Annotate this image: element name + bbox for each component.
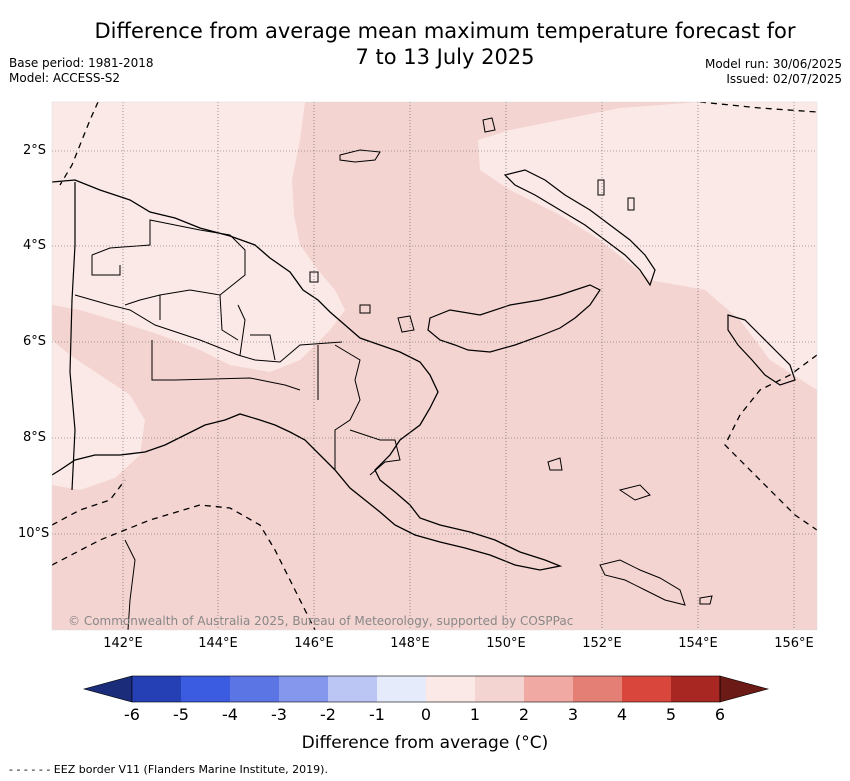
map-canvas [51,101,818,631]
lon-tick: 150°E [486,636,526,651]
coastline-new-britain [427,284,601,353]
eez-footnote: - - - - - - EEZ border V11 (Flanders Mar… [9,763,328,776]
colorbar-segment [475,676,524,702]
meta-right: Model run: 30/06/2025 Issued: 02/07/2025 [705,57,842,87]
colorbar-arrow-high [719,675,770,703]
coastline-manus [339,149,381,163]
lat-tick: 2°S [22,143,46,158]
colorbar-tick-label: 5 [665,705,677,724]
lon-tick: 148°E [390,636,430,651]
lat-tick: 6°S [22,334,46,349]
colorbar-segment [671,676,720,702]
lon-tick: 154°E [678,636,718,651]
colorbar-segment [230,676,279,702]
colorbar-tick-label: 6 [714,705,726,724]
colorbar-segment [622,676,671,702]
anomaly-region-light-north [478,102,817,390]
anomaly-region-light-southwest [52,340,145,490]
colorbar-frame [131,675,721,703]
colorbar [82,675,770,703]
coastline-small-islands [309,117,635,333]
colorbar-segment [426,676,475,702]
map-frame [51,101,818,631]
issued-date: Issued: 02/07/2025 [726,72,842,86]
graticule [52,102,817,630]
map-title: Difference from average mean maximum tem… [60,18,830,70]
colorbar-segment [132,676,181,702]
lat-tick: 4°S [22,238,46,253]
coastline-new-ireland [503,169,656,287]
coastline-new-guinea [52,179,563,571]
colorbar-tick-label: -3 [271,705,287,724]
title-line-1: Difference from average mean maximum tem… [94,19,796,43]
colorbar-tick-label: 4 [616,705,628,724]
lon-tick: 144°E [198,636,238,651]
eez-borders [52,102,817,630]
lat-tick: 8°S [22,430,46,445]
colorbar-tick-label: -4 [222,705,238,724]
colorbar-segment [573,676,622,702]
province-boundaries [74,219,401,476]
colorbar-tick-label: 3 [567,705,579,724]
colorbar-segment [181,676,230,702]
coastline-torres-strait [124,539,136,630]
colorbar-tick-label: -2 [320,705,336,724]
colorbar-tick-label: -5 [173,705,189,724]
model-name: Model: ACCESS-S2 [9,71,121,85]
model-run: Model run: 30/06/2025 [704,57,842,71]
colorbar-tick-label: -6 [124,705,140,724]
coastline-bougainville [727,314,796,386]
colorbar-segment [377,676,426,702]
colorbar-tick-label: 0 [420,705,432,724]
colorbar-segment [328,676,377,702]
colorbar-title: Difference from average (°C) [301,733,549,753]
lon-tick: 152°E [582,636,622,651]
colorbar-tick-label: -1 [369,705,385,724]
copyright-notice: © Commonwealth of Australia 2025, Bureau… [68,614,574,628]
coastline-milne-bay-islands [547,457,713,606]
border-west [69,182,76,491]
lon-tick: 156°E [774,636,814,651]
lon-tick: 142°E [103,636,143,651]
lat-tick: 10°S [18,526,50,541]
base-period: Base period: 1981-2018 [9,56,154,70]
lon-tick: 146°E [294,636,334,651]
colorbar-tick-label: 2 [518,705,530,724]
colorbar-segment [279,676,328,702]
meta-left: Base period: 1981-2018 Model: ACCESS-S2 [9,56,154,86]
title-line-2: 7 to 13 July 2025 [355,45,535,69]
colorbar-arrow-low [82,675,133,703]
colorbar-segment [524,676,573,702]
colorbar-tick-label: 1 [469,705,481,724]
